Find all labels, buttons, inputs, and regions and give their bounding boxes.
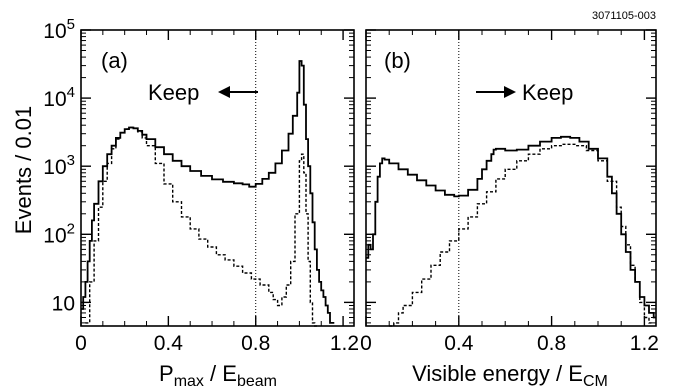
y-tick-label: 103 xyxy=(43,152,75,179)
x-tick-label: 0.8 xyxy=(537,332,566,355)
series-dashed-line xyxy=(85,126,317,327)
panel-a-frame xyxy=(80,29,355,327)
panel-b-ticks: 0 0.4 0.8 1.2 xyxy=(360,29,659,355)
y-tick-label: 10 xyxy=(52,292,75,315)
y-tick-label: 104 xyxy=(43,84,75,111)
y-axis-label: Events / 0.01 xyxy=(11,106,36,234)
y-tick-label: 105 xyxy=(43,16,75,43)
figure-id: 3071105-003 xyxy=(592,10,656,22)
panel-a-marks xyxy=(81,30,335,327)
panel-b-marks xyxy=(366,30,656,327)
panel-a-keep-label: Keep xyxy=(148,80,199,105)
series-solid-line xyxy=(81,60,335,324)
series-dashed-line xyxy=(389,143,652,327)
panel-a-label: (a) xyxy=(101,48,128,73)
panel-b-frame xyxy=(365,29,657,327)
y-tick-label: 102 xyxy=(43,220,75,247)
panel-b: 0 0.4 0.8 1.2 (b) Keep Visible energy / ECM xyxy=(360,29,659,388)
panel-a: 0 0.4 0.8 1.2 10 102 103 104 105 (a) Keep Pmax /… xyxy=(43,16,359,388)
panel-b-keep-arrow xyxy=(476,86,516,98)
x-tick-label: 1.2 xyxy=(330,332,359,355)
x-tick-label: 0.4 xyxy=(154,332,184,355)
panel-a-x-axis-label: Pmax / Ebeam xyxy=(159,361,277,388)
x-tick-label: 0 xyxy=(360,332,372,355)
x-tick-label: 0.8 xyxy=(241,332,270,355)
panel-b-label: (b) xyxy=(384,48,411,73)
panel-a-ticks: 0 0.4 0.8 1.2 10 102 103 104 105 xyxy=(43,16,359,355)
panel-b-keep-label: Keep xyxy=(522,80,573,105)
panel-a-keep-arrow xyxy=(218,86,258,98)
x-tick-label: 0 xyxy=(75,332,87,355)
series-solid-line xyxy=(366,135,656,319)
panel-b-x-axis-label: Visible energy / ECM xyxy=(412,361,608,388)
x-tick-label: 1.2 xyxy=(630,332,659,355)
x-tick-label: 0.4 xyxy=(444,332,474,355)
